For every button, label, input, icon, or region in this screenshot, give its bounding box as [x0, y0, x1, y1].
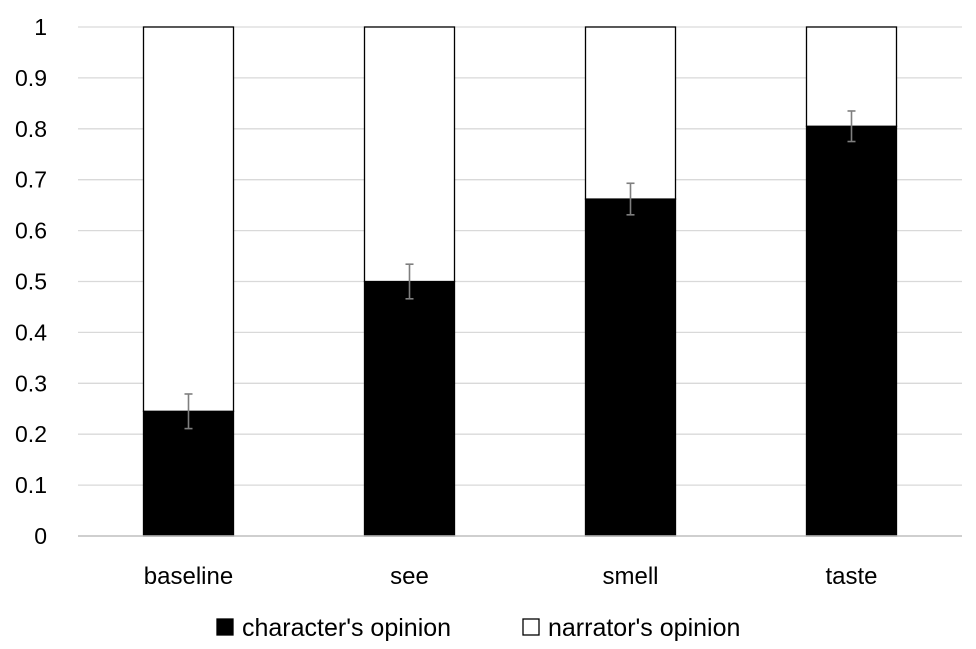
character-opinion-bar — [805, 125, 898, 537]
character-opinion-bar — [584, 198, 677, 537]
y-tick-label: 0.6 — [15, 218, 47, 244]
narrator-opinion-bar — [584, 26, 677, 200]
error-bar — [847, 110, 856, 143]
legend-label: narrator's opinion — [548, 614, 740, 642]
error-bar — [405, 263, 414, 300]
narrator-opinion-bar — [805, 26, 898, 127]
narrator-opinion-bar — [363, 26, 456, 283]
character-opinion-bar — [363, 280, 456, 537]
y-tick-label: 0.7 — [15, 167, 47, 193]
y-axis-tick-labels: 0 0.1 0.2 0.3 0.4 0.5 0.6 0.7 0.8 0.9 1 — [15, 14, 47, 549]
character-opinion-bar — [142, 410, 235, 537]
y-tick-label: 0 — [34, 523, 47, 549]
category-label: see — [390, 563, 429, 590]
error-bars — [184, 110, 856, 430]
legend: character's opinion narrator's opinion — [216, 614, 740, 642]
y-tick-label: 0.2 — [15, 421, 47, 447]
category-label: taste — [825, 563, 877, 590]
error-bar — [626, 182, 635, 216]
narrator-opinion-bar — [142, 26, 235, 412]
category-label: smell — [602, 563, 658, 590]
y-tick-label: 1 — [34, 14, 47, 40]
y-tick-label: 0.5 — [15, 269, 47, 295]
y-tick-label: 0.8 — [15, 116, 47, 142]
legend-label: character's opinion — [242, 614, 451, 642]
y-tick-label: 0.1 — [15, 472, 47, 498]
y-tick-label: 0.3 — [15, 370, 47, 396]
category-label: baseline — [144, 563, 233, 590]
legend-swatch — [522, 618, 540, 636]
x-axis-category-labels: baseline see smell taste — [144, 563, 878, 590]
y-tick-label: 0.9 — [15, 65, 47, 91]
error-bar — [184, 393, 193, 430]
y-tick-label: 0.4 — [15, 319, 47, 345]
legend-swatch — [216, 618, 234, 636]
